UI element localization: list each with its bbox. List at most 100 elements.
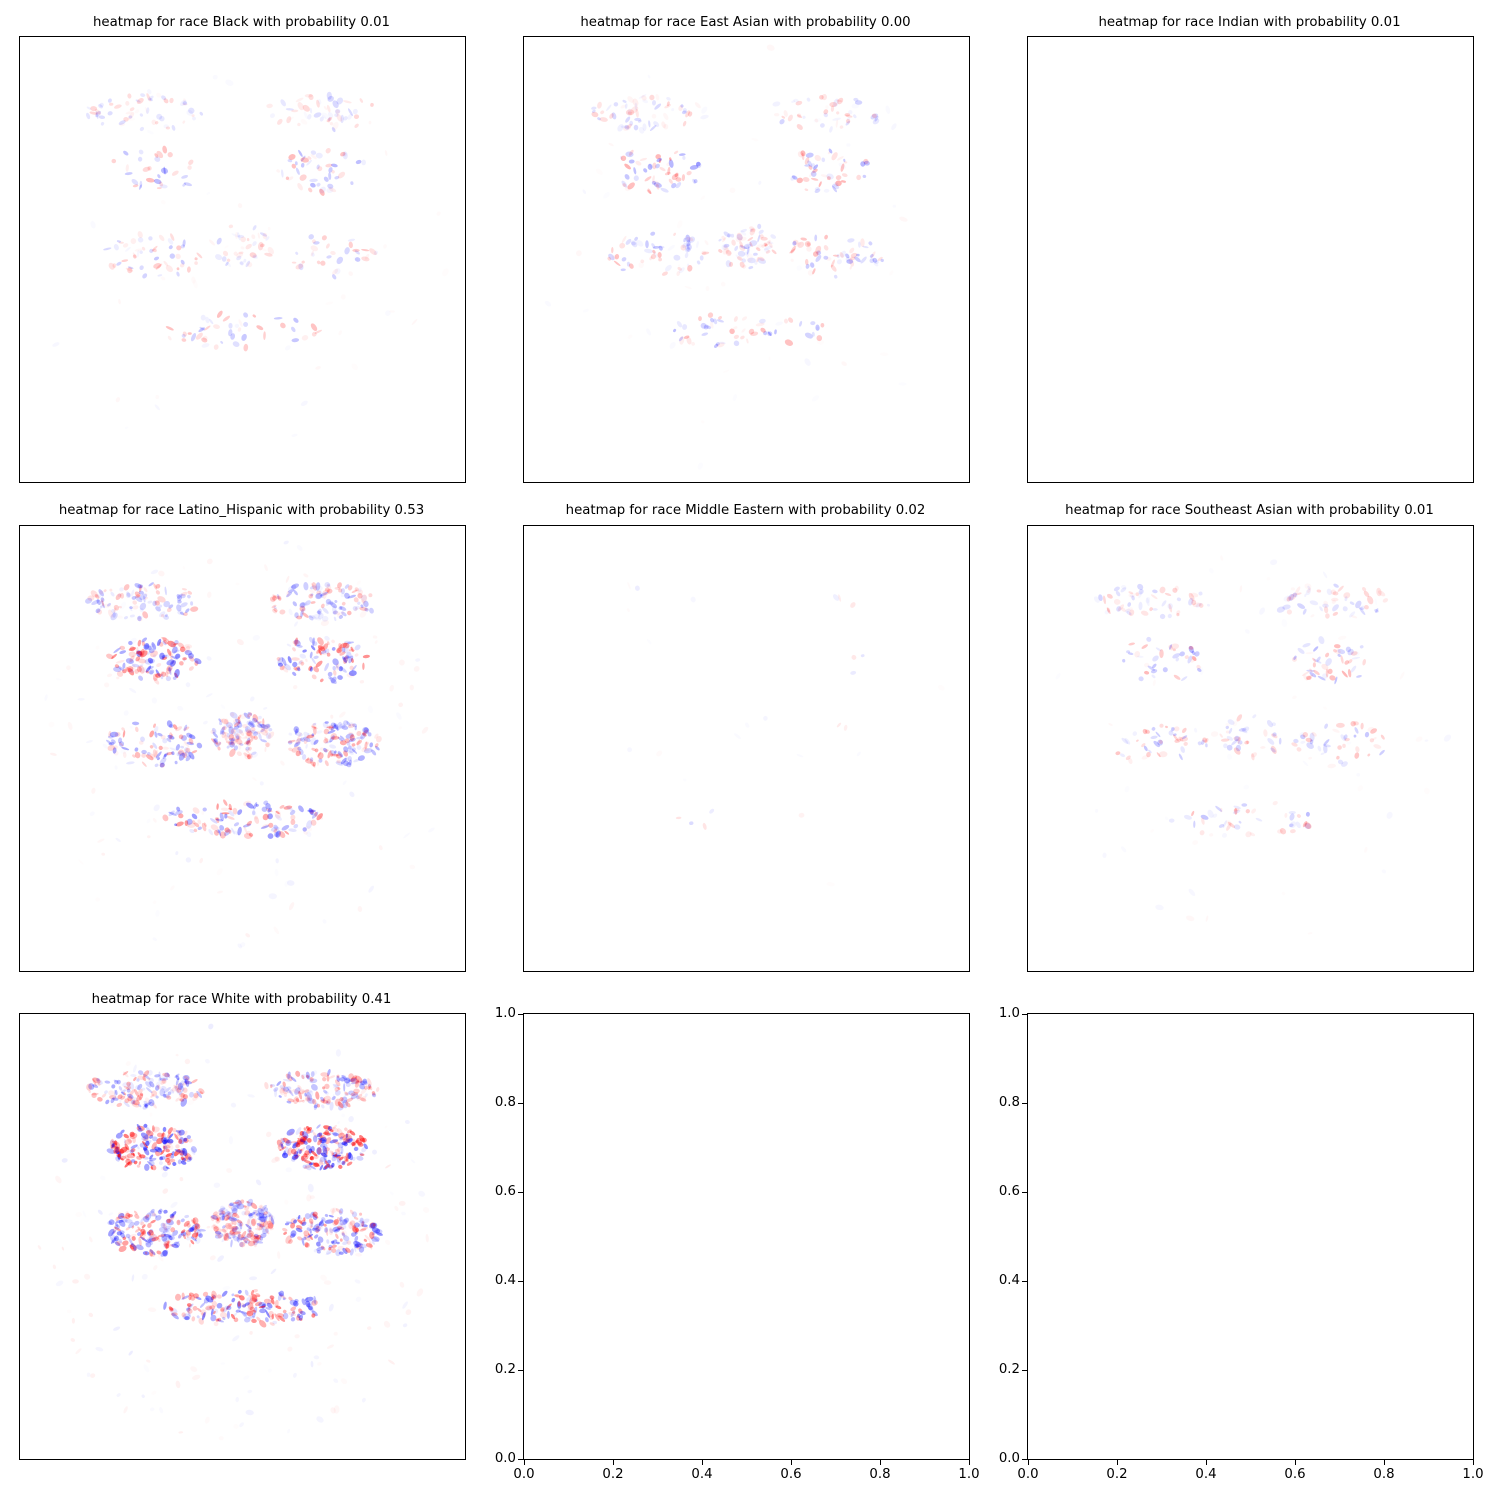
heatmap-cell (152, 1234, 158, 1240)
heatmap-cell (124, 1218, 133, 1224)
heatmap-cell (340, 1136, 344, 1140)
heatmap-cell (129, 1243, 137, 1252)
heatmap-cell (357, 593, 363, 599)
heatmap-cell (245, 933, 251, 938)
heatmap-cell (245, 1409, 254, 1416)
heatmap-cell (200, 1309, 207, 1316)
heatmap-cell (184, 645, 191, 653)
heatmap-cell (323, 176, 329, 182)
heatmap-cell (210, 1296, 215, 1301)
heatmap-cell (352, 606, 358, 611)
heatmap-cell (334, 1153, 338, 1158)
heatmap-cell (311, 811, 319, 819)
heatmap-cell (738, 244, 746, 251)
heatmap-cell (233, 1312, 238, 1317)
heatmap-cell (821, 157, 826, 163)
heatmap-cell (100, 597, 105, 602)
x-tick-label: 0.2 (1106, 1467, 1128, 1482)
heatmap-cell (237, 234, 245, 238)
heatmap-cell (212, 1211, 218, 1217)
heatmap-cell (1115, 751, 1121, 756)
y-tick-mark (518, 1458, 523, 1460)
heatmap-cell (613, 102, 619, 107)
heatmap-cell (180, 1085, 185, 1091)
heatmap-cell (303, 582, 309, 591)
heatmap-cell (363, 1238, 368, 1242)
heatmap-cell (128, 1222, 135, 1229)
heatmap-cell (115, 1146, 119, 1154)
heatmap-cell (354, 123, 359, 128)
heatmap-cell (95, 111, 101, 115)
heatmap-cell (220, 340, 224, 344)
heatmap-cell (359, 1152, 364, 1156)
heatmap-cell (674, 150, 679, 155)
heatmap-cell (91, 599, 100, 606)
heatmap-cell (182, 101, 188, 106)
heatmap-cell (141, 1236, 145, 1241)
heatmap-cell (274, 1156, 281, 1162)
heatmap-cell (179, 646, 186, 653)
heatmap-cell (295, 251, 299, 255)
heatmap-cell (348, 649, 355, 652)
heatmap-cell (808, 172, 814, 178)
heatmap-cell (1327, 668, 1333, 675)
heatmap-cell (746, 248, 751, 257)
heatmap-cell (300, 1073, 306, 1079)
heatmap-cell (1202, 737, 1208, 743)
heatmap-cell (151, 1236, 160, 1242)
heatmap-cell (139, 1092, 144, 1097)
heatmap-cell (309, 1220, 314, 1226)
heatmap-cell (155, 395, 159, 400)
heatmap-cell (334, 1227, 343, 1232)
heatmap-cell (250, 696, 255, 702)
heatmap-cell (742, 264, 747, 269)
heatmap-cell (181, 333, 186, 338)
heatmap-cell (190, 1236, 197, 1242)
heatmap-cell (203, 822, 207, 827)
heatmap-cell (114, 1224, 120, 1230)
heatmap-cell (315, 1091, 320, 1100)
heatmap-cell (269, 1315, 274, 1320)
heatmap-cell (232, 1235, 239, 1242)
heatmap-cell (361, 1397, 366, 1403)
heatmap-cell (416, 1288, 424, 1297)
heatmap-cell (190, 606, 199, 612)
heatmap-cell (324, 587, 330, 593)
heatmap-cell (202, 1291, 209, 1297)
heatmap-cell (171, 1313, 179, 1320)
panel-title-latino-hispanic: heatmap for race Latino_Hispanic with pr… (58, 503, 425, 518)
heatmap-cell (360, 594, 367, 601)
heatmap-cell (279, 1140, 285, 1146)
heatmap-cell (231, 1212, 238, 1218)
heatmap-cell (279, 1142, 283, 1147)
heatmap-cell (284, 344, 292, 351)
heatmap-cell (814, 154, 822, 162)
heatmap-cell (237, 716, 241, 724)
heatmap-cell (352, 723, 357, 728)
heatmap-cell (258, 1222, 264, 1230)
heatmap-cell (135, 596, 143, 603)
heatmap-cell (335, 109, 340, 115)
heatmap-cell (336, 649, 340, 654)
heatmap-cell (1347, 669, 1352, 678)
heatmap-cell (323, 1125, 331, 1130)
heatmap-cell (1134, 650, 1141, 658)
heatmap-cell (628, 149, 634, 156)
heatmap-cell (833, 182, 839, 187)
heatmap-cell (157, 1234, 167, 1238)
heatmap-cell (175, 1380, 181, 1389)
heatmap-cell (172, 1230, 179, 1236)
heatmap-cell (295, 737, 302, 745)
heatmap-cell (354, 1080, 360, 1088)
heatmap-cell (149, 1158, 153, 1163)
heatmap-cell (688, 236, 696, 243)
heatmap-cell (678, 153, 686, 156)
heatmap-cell (304, 600, 311, 606)
heatmap-cell (346, 672, 355, 678)
heatmap-cell (242, 823, 252, 828)
heatmap-cell (100, 598, 104, 603)
heatmap-cell (250, 1296, 259, 1302)
heatmap-cell (128, 1233, 137, 1239)
heatmap-cell (284, 1146, 289, 1156)
heatmap-cell (361, 1220, 365, 1227)
